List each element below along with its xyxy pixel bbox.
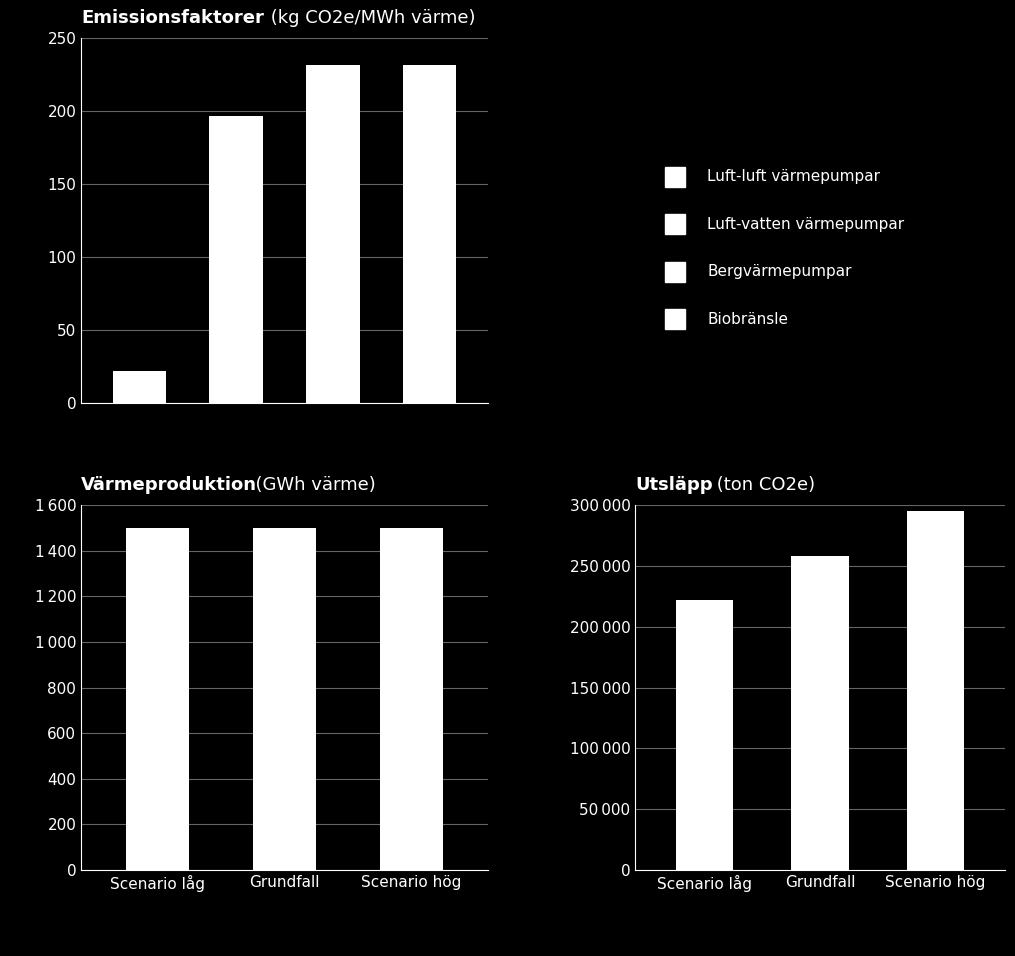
Text: Biobränsle: Biobränsle: [707, 312, 789, 327]
Text: Värmeproduktion: Värmeproduktion: [81, 476, 257, 494]
Text: Emissionsfaktorer: Emissionsfaktorer: [81, 10, 264, 27]
Text: Luft-vatten värmepumpar: Luft-vatten värmepumpar: [707, 217, 904, 231]
Bar: [665, 309, 685, 329]
Bar: [253, 528, 317, 870]
Bar: [113, 371, 165, 403]
Bar: [307, 64, 359, 403]
Text: Utsläpp: Utsläpp: [635, 476, 713, 494]
Bar: [665, 262, 685, 282]
Bar: [665, 167, 685, 186]
Bar: [126, 528, 189, 870]
Bar: [209, 116, 263, 403]
Text: (kg CO2e/MWh värme): (kg CO2e/MWh värme): [265, 10, 476, 27]
Text: (GWh värme): (GWh värme): [244, 476, 376, 494]
Text: Bergvärmepumpar: Bergvärmepumpar: [707, 264, 852, 279]
Bar: [665, 214, 685, 234]
Bar: [403, 64, 457, 403]
Bar: [906, 511, 964, 870]
Bar: [676, 600, 734, 870]
Bar: [791, 556, 849, 870]
Bar: [380, 528, 444, 870]
Text: Luft-luft värmepumpar: Luft-luft värmepumpar: [707, 169, 880, 185]
Text: (ton CO2e): (ton CO2e): [712, 476, 815, 494]
